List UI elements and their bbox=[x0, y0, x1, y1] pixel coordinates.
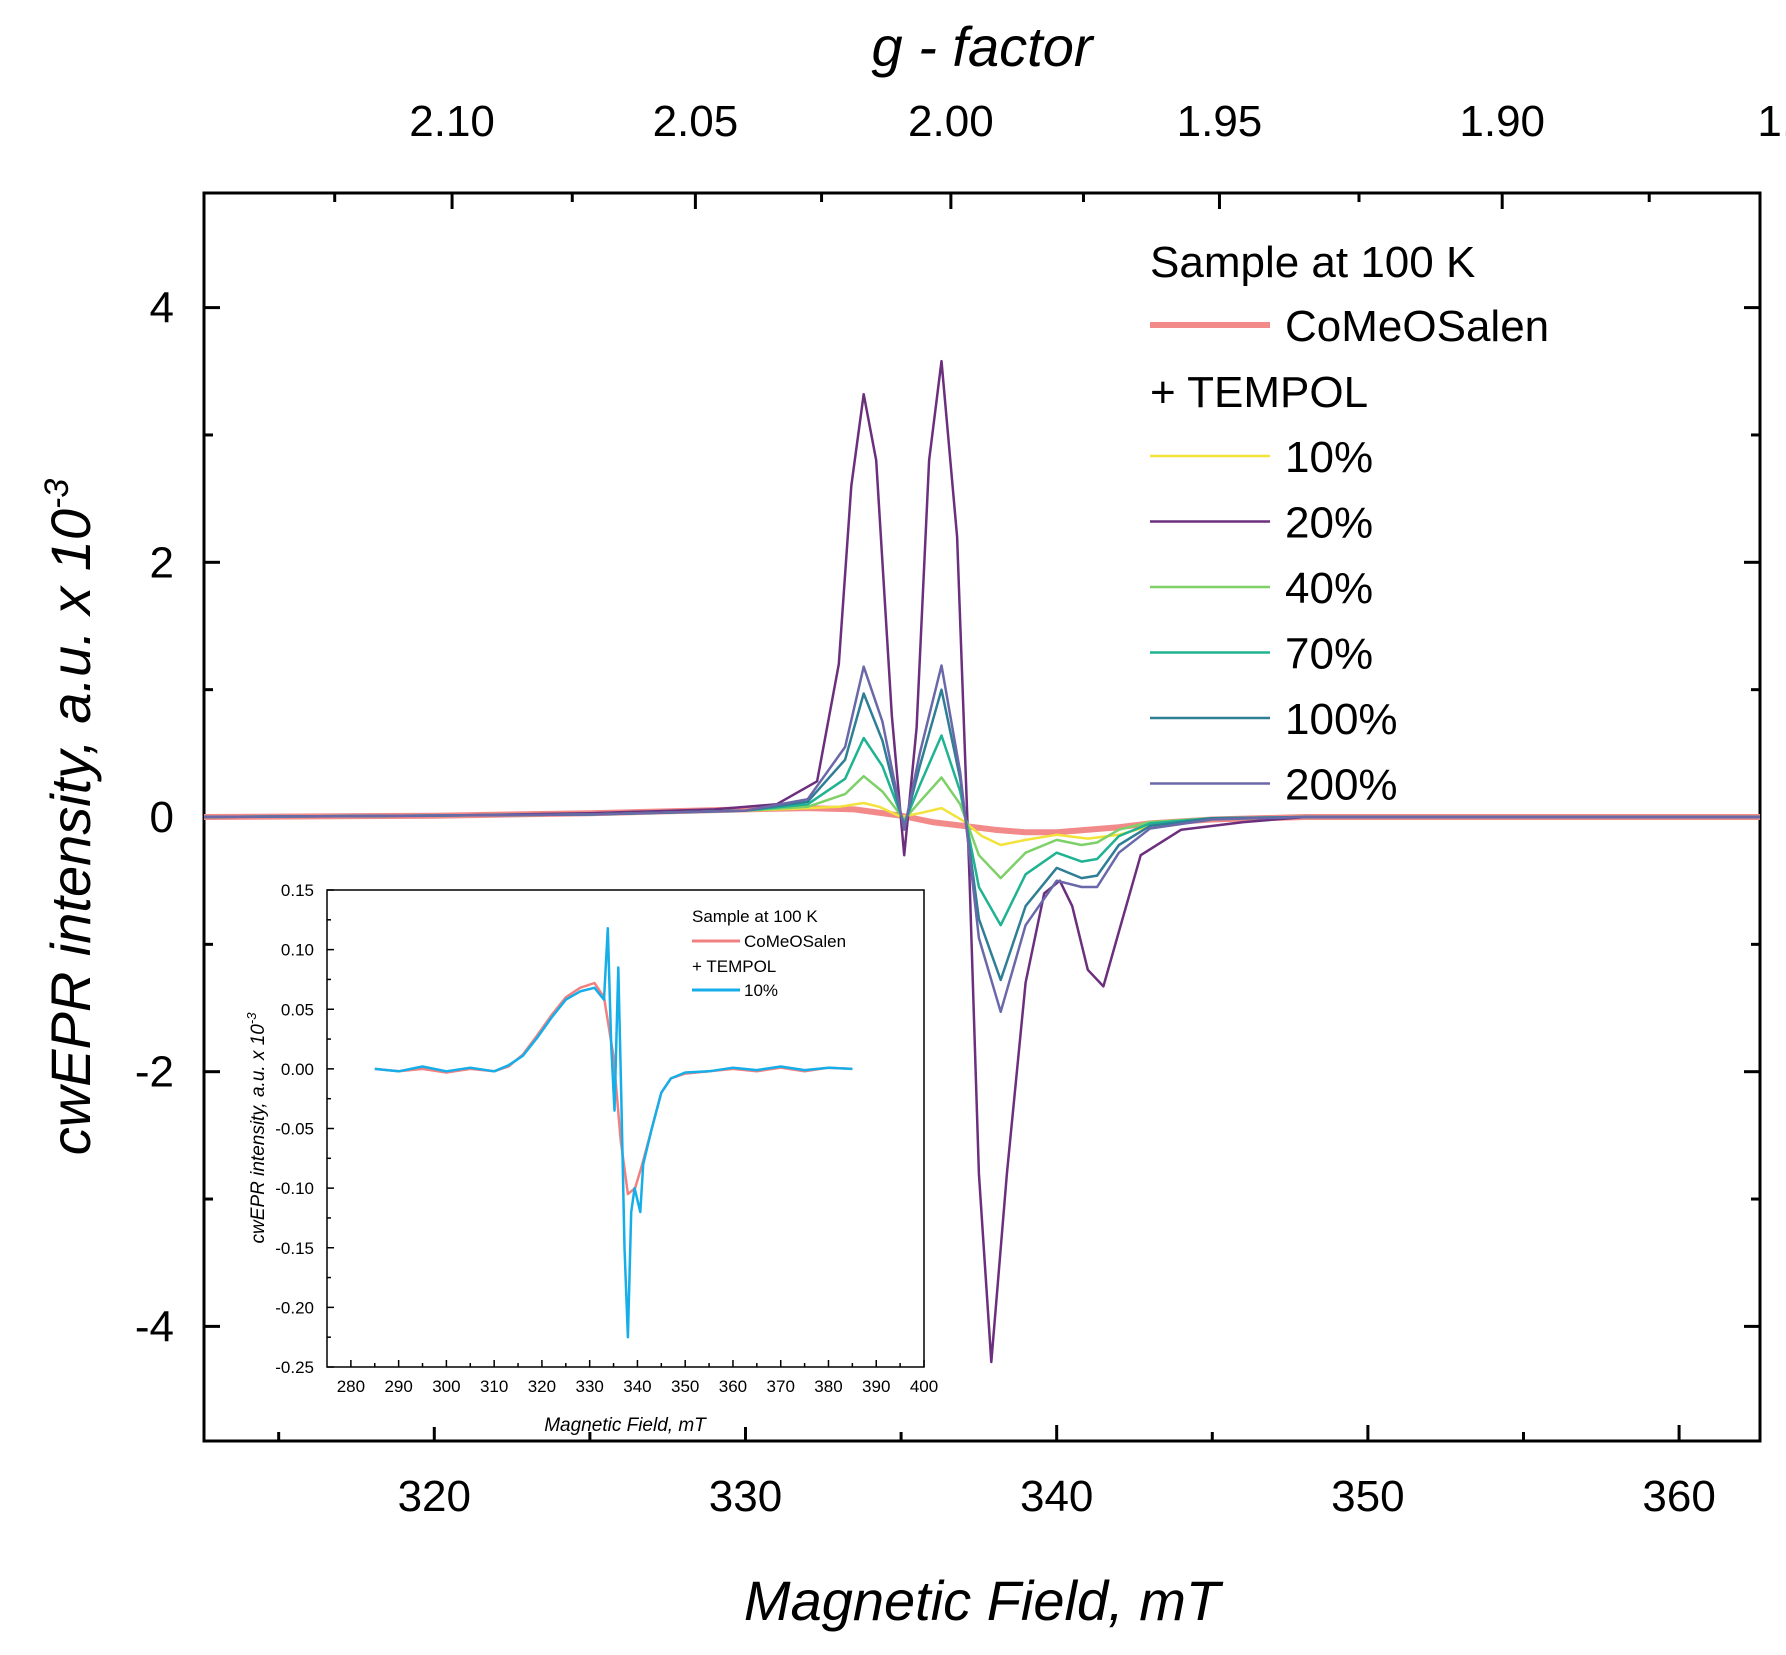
top-tick-label: 1.90 bbox=[1459, 97, 1545, 146]
series-line-10pct bbox=[203, 801, 1760, 847]
inset-axis-ticks: 280 290 300 310 320 330 340 350 360 370 380 390 400 0… bbox=[275, 881, 938, 1396]
inset-x-tick-label: 310 bbox=[480, 1377, 508, 1396]
inset-x-axis-title: Magnetic Field, mT bbox=[544, 1415, 707, 1436]
inset-legend-label: 10% bbox=[744, 981, 778, 1000]
inset-x-tick-label: 350 bbox=[671, 1377, 699, 1396]
inset-y-tick-label: -0.15 bbox=[275, 1239, 314, 1258]
legend-label: 10% bbox=[1285, 433, 1373, 482]
x-axis-title: Magnetic Field, mT bbox=[744, 1569, 1224, 1632]
x-tick-label: 350 bbox=[1331, 1472, 1404, 1521]
inset-x-tick-label: 320 bbox=[528, 1377, 556, 1396]
top-tick-label: 1.95 bbox=[1177, 97, 1263, 146]
inset-y-axis-title-main: cwEPR intensity, a.u. x 10 bbox=[248, 1024, 269, 1244]
y-tick-label: -4 bbox=[135, 1302, 174, 1351]
inset-y-tick-label: -0.05 bbox=[275, 1120, 314, 1139]
inset-x-tick-label: 390 bbox=[862, 1377, 890, 1396]
series-line-20pct bbox=[203, 359, 1760, 1364]
inset-x-tick-label: 330 bbox=[575, 1377, 603, 1396]
top-tick-label: 1.85 bbox=[1757, 97, 1786, 146]
inset-x-tick-label: 340 bbox=[623, 1377, 651, 1396]
top-tick-label: 2.10 bbox=[409, 97, 495, 146]
series-line-40pct bbox=[203, 774, 1760, 880]
inset-y-axis-title-exponent: -3 bbox=[244, 1012, 259, 1024]
legend-label: 20% bbox=[1285, 499, 1373, 548]
y-axis-title-exponent: -3 bbox=[38, 479, 76, 509]
inset-background bbox=[250, 872, 950, 1427]
inset-legend-label: CoMeOSalen bbox=[744, 932, 846, 951]
x-tick-label: 320 bbox=[398, 1472, 471, 1521]
x-tick-label: 340 bbox=[1020, 1472, 1093, 1521]
legend-label: CoMeOSalen bbox=[1285, 302, 1549, 351]
top-axis-title: g - factor bbox=[872, 15, 1095, 78]
y-tick-label: 0 bbox=[150, 793, 174, 842]
inset-series-group bbox=[374, 926, 853, 1339]
series-line-70pct bbox=[203, 734, 1760, 927]
inset-y-axis-title: cwEPR intensity, a.u. x 10-3 bbox=[244, 1012, 269, 1244]
main-legend: Sample at 100 K CoMeOSalen + TEMPOL 10% 20% 4… bbox=[1150, 238, 1549, 810]
inset-legend: Sample at 100 K CoMeOSalen + TEMPOL 10% bbox=[692, 907, 846, 1000]
legend-label: 40% bbox=[1285, 564, 1373, 613]
inset-x-tick-label: 280 bbox=[337, 1377, 365, 1396]
inset-x-tick-label: 400 bbox=[910, 1377, 938, 1396]
inset-x-tick-label: 370 bbox=[767, 1377, 795, 1396]
top-tick-label: 2.05 bbox=[653, 97, 739, 146]
y-tick-label: -2 bbox=[135, 1048, 174, 1097]
inset-legend-subtitle: + TEMPOL bbox=[692, 957, 776, 976]
y-tick-label: 2 bbox=[150, 538, 174, 587]
top-tick-label: 2.00 bbox=[908, 97, 994, 146]
x-tick-label: 330 bbox=[709, 1472, 782, 1521]
legend-title: Sample at 100 K bbox=[1150, 238, 1475, 287]
inset-y-tick-label: 0.00 bbox=[281, 1060, 314, 1079]
series-line-200pct bbox=[203, 664, 1760, 1014]
legend-label: 70% bbox=[1285, 630, 1373, 679]
inset-y-tick-label: -0.25 bbox=[275, 1358, 314, 1377]
inset-y-tick-label: 0.05 bbox=[281, 1000, 314, 1019]
main-axis-ticks: 320 330 340 350 360 4 2 0 -2 -4 2.10 2.05 2.00 1.95 1.… bbox=[135, 97, 1786, 1521]
y-axis-title: cwEPR intensity, a.u. x 10-3 bbox=[38, 479, 102, 1156]
legend-label: 100% bbox=[1285, 695, 1398, 744]
main-series-group bbox=[203, 359, 1760, 1364]
legend-label: 200% bbox=[1285, 761, 1398, 810]
inset-x-tick-label: 380 bbox=[814, 1377, 842, 1396]
inset-y-tick-label: -0.20 bbox=[275, 1298, 314, 1317]
x-tick-label: 360 bbox=[1642, 1472, 1715, 1521]
y-axis-title-main: cwEPR intensity, a.u. x 10 bbox=[39, 509, 102, 1155]
legend-subtitle: + TEMPOL bbox=[1150, 368, 1368, 417]
inset-x-tick-label: 290 bbox=[384, 1377, 412, 1396]
y-tick-label: 4 bbox=[150, 284, 174, 333]
inset-x-tick-label: 300 bbox=[432, 1377, 460, 1396]
inset-y-tick-label: 0.15 bbox=[281, 881, 314, 900]
inset-y-tick-label: 0.10 bbox=[281, 941, 314, 960]
series-line-comeosalen bbox=[203, 805, 1760, 836]
inset-legend-title: Sample at 100 K bbox=[692, 907, 818, 926]
inset-y-tick-label: -0.10 bbox=[275, 1179, 314, 1198]
inset-x-tick-label: 360 bbox=[719, 1377, 747, 1396]
inset-series-line-10pct bbox=[374, 926, 853, 1339]
